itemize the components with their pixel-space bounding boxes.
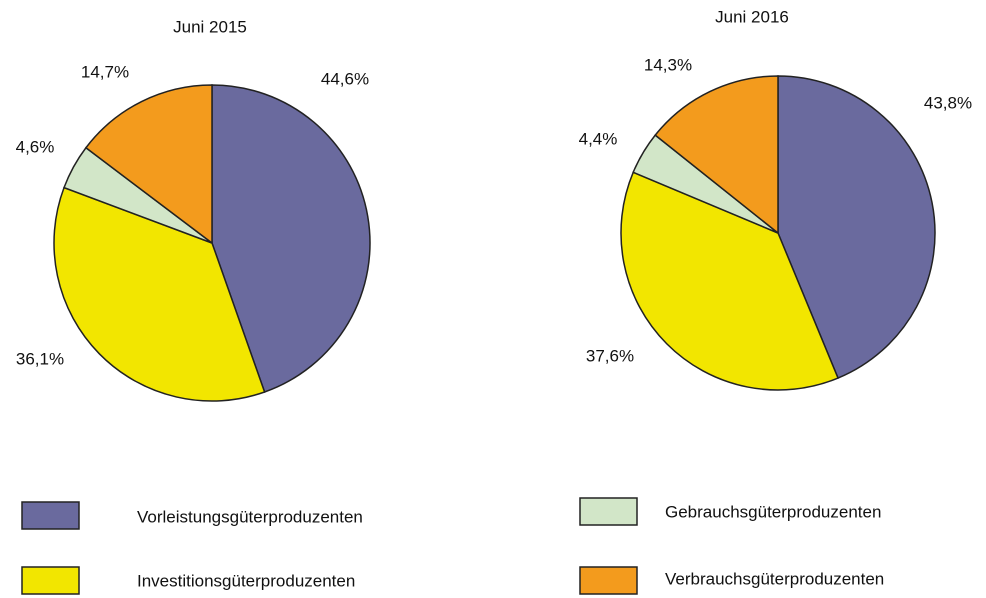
legend-label: Verbrauchsgüterproduzenten [665, 569, 884, 588]
data-label: 14,3% [644, 55, 692, 74]
data-label: 43,8% [924, 93, 972, 112]
pie-slice [620, 171, 840, 391]
legend-swatch [579, 566, 638, 595]
legend-label: Investitionsgüterproduzenten [137, 571, 355, 590]
data-label: 4,4% [579, 129, 618, 148]
data-label: 37,6% [586, 346, 634, 365]
legend-label: Gebrauchsgüterproduzenten [665, 502, 881, 521]
chart-title: Juni 2015 [173, 17, 247, 36]
pie-slice [777, 75, 936, 380]
data-label: 44,6% [321, 69, 369, 88]
chart-title: Juni 2016 [715, 7, 789, 26]
legend-swatch [21, 501, 80, 530]
legend-swatch [21, 566, 80, 595]
data-label: 4,6% [16, 137, 55, 156]
pie-slice [53, 186, 266, 402]
data-label: 14,7% [81, 62, 129, 81]
pie-slice [84, 84, 213, 245]
pie-slice [654, 75, 779, 235]
legend-swatch [579, 497, 638, 526]
legend-label: Vorleistungsgüterproduzenten [137, 507, 363, 526]
pie-slice [211, 84, 371, 393]
data-label: 36,1% [16, 349, 64, 368]
